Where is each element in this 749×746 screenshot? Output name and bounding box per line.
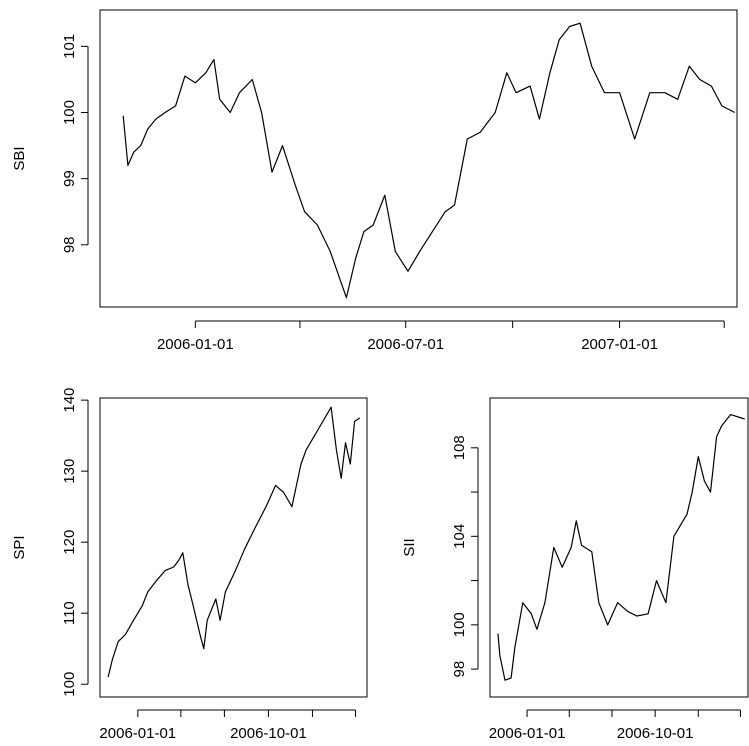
y-tick-label: 140 <box>61 388 78 413</box>
y-tick-label: 104 <box>451 524 468 549</box>
y-tick-label: 108 <box>451 435 468 460</box>
series-line <box>122 22 735 299</box>
x-tick-label: 2006-01-01 <box>157 336 234 353</box>
y-tick-label: 120 <box>61 530 78 555</box>
x-tick-label: 2007-01-01 <box>581 336 658 353</box>
x-tick-label: 2006-10-01 <box>230 725 307 742</box>
series-line <box>107 406 361 678</box>
x-tick-label: 2006-10-01 <box>617 725 694 742</box>
x-tick-label: 2006-01-01 <box>489 725 566 742</box>
y-tick-label: 101 <box>61 34 78 59</box>
x-tick-label: 2006-01-01 <box>99 725 176 742</box>
y-axis-title: SII <box>401 538 418 556</box>
y-tick-label: 98 <box>61 236 78 253</box>
y-axis-title: SBI <box>11 146 28 170</box>
y-tick-label: 100 <box>61 100 78 125</box>
x-tick-label: 2006-07-01 <box>367 336 444 353</box>
y-tick-label: 100 <box>451 612 468 637</box>
y-tick-label: 110 <box>61 601 78 625</box>
series-line <box>497 414 745 681</box>
y-tick-label: 99 <box>61 170 78 187</box>
y-axis-title: SPI <box>11 535 28 559</box>
plot-box <box>489 397 749 698</box>
plot-box <box>99 9 738 308</box>
plot-box <box>99 397 368 698</box>
y-tick-label: 98 <box>451 661 468 678</box>
y-tick-label: 100 <box>61 672 78 697</box>
y-tick-label: 130 <box>61 459 78 484</box>
